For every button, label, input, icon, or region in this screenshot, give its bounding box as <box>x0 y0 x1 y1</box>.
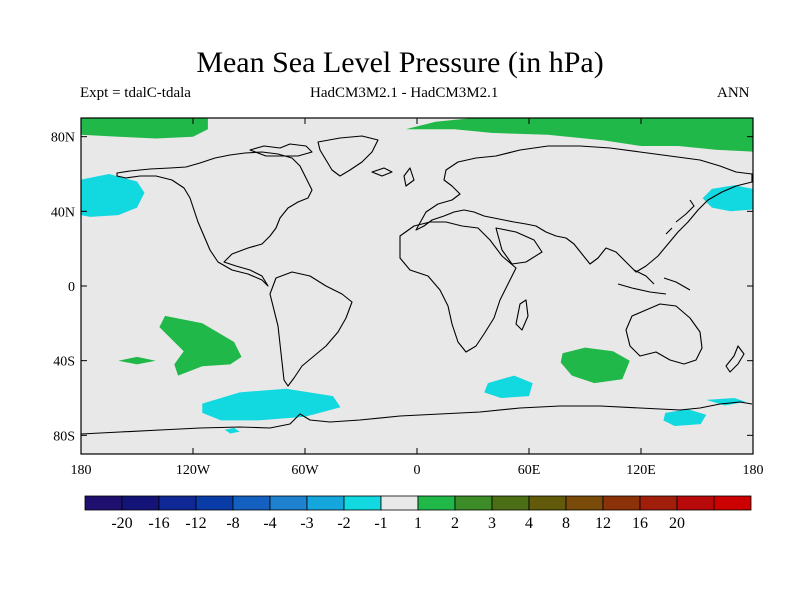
map-title: Mean Sea Level Pressure (in hPa) <box>196 46 604 79</box>
coastline-eurasia <box>415 145 753 273</box>
colorbar-swatch <box>232 495 271 511</box>
lon-tick-label: 0 <box>414 463 421 478</box>
colorbar-label: 1 <box>414 515 422 532</box>
colorbar-swatch <box>158 495 197 511</box>
colorbar-swatch <box>676 495 715 511</box>
region-arctic-positive-east <box>405 118 753 152</box>
colorbar-label: -8 <box>226 515 239 532</box>
colorbar-swatch <box>713 495 752 511</box>
coastline-japan <box>665 199 695 235</box>
region-antarctic-negative-small <box>706 398 746 406</box>
region-north-pacific-negative-west <box>81 174 145 217</box>
colorbar-label: 3 <box>488 515 496 532</box>
coastline-indonesia <box>617 269 691 295</box>
lat-tick-label: 40S <box>53 355 75 370</box>
colorbar-label: -3 <box>300 515 313 532</box>
region-south-pacific-positive <box>159 315 242 376</box>
colorbar-label: 16 <box>632 515 648 532</box>
coastline-arctic-islands <box>249 143 313 157</box>
coastline-madagascar <box>515 299 529 331</box>
coastline-south-america <box>269 271 353 387</box>
lon-tick-label: 60W <box>291 463 319 478</box>
coastline-iceland <box>371 167 393 177</box>
coastline-arabia <box>495 227 543 265</box>
lon-tick-label: 120E <box>626 463 656 478</box>
colorbar-label: -2 <box>337 515 350 532</box>
colorbar-swatch <box>380 495 419 511</box>
region-north-pacific-negative-east <box>702 185 753 212</box>
region-indian-ocean-positive <box>560 347 630 384</box>
longitude-ticks: 180 120W 60W 0 60E 120E 180 <box>71 118 764 478</box>
colorbar-swatch <box>639 495 678 511</box>
anomaly-regions <box>81 118 753 434</box>
lat-tick-label: 40N <box>51 205 75 220</box>
colorbar-swatch <box>491 495 530 511</box>
colorbar-swatch <box>454 495 493 511</box>
lat-tick-label: 80N <box>51 131 75 146</box>
colorbar-label: 20 <box>669 515 685 532</box>
colorbar-label: 12 <box>595 515 611 532</box>
season-label: ANN <box>717 85 750 101</box>
colorbar-swatch <box>195 495 234 511</box>
colorbar-swatch <box>121 495 160 511</box>
coastline-australia <box>625 303 703 365</box>
coastline-africa <box>399 221 517 353</box>
colorbar-swatch <box>306 495 345 511</box>
region-drake-negative-small <box>224 427 240 434</box>
region-southern-ocean-negative-pacific <box>202 388 341 421</box>
map-background <box>81 118 753 454</box>
coastline-antarctica <box>80 401 753 435</box>
latitude-ticks: 80N 40N 0 40S 80S <box>51 131 753 444</box>
colorbar-swatch <box>528 495 567 511</box>
region-arctic-positive-west <box>81 118 208 139</box>
colorbar-swatch <box>84 495 123 511</box>
colorbar-label: -1 <box>374 515 387 532</box>
lat-tick-label: 80S <box>53 429 75 444</box>
lon-tick-label: 60E <box>518 463 541 478</box>
colorbar-label: 2 <box>451 515 459 532</box>
lat-tick-label: 0 <box>68 280 75 295</box>
colorbar-label: 8 <box>562 515 570 532</box>
lon-tick-label: 180 <box>743 463 764 478</box>
colorbar-swatch <box>343 495 382 511</box>
colorbar-label: -16 <box>148 515 169 532</box>
region-southern-ocean-negative-atlantic <box>484 375 533 398</box>
coastline-british-isles <box>403 167 415 187</box>
model-label: HadCM3M2.1 - HadCM3M2.1 <box>310 85 499 101</box>
coastline-greenland <box>317 135 379 177</box>
colorbar-label: -12 <box>185 515 206 532</box>
colorbar-label: -20 <box>111 515 132 532</box>
colorbar-swatch <box>565 495 604 511</box>
region-south-pacific-positive-small <box>118 356 156 365</box>
colorbar-swatch <box>417 495 456 511</box>
colorbar-swatch <box>269 495 308 511</box>
lon-tick-label: 120W <box>176 463 211 478</box>
lon-tick-label: 180 <box>71 463 92 478</box>
colorbar-label: -4 <box>263 515 276 532</box>
coastline-north-america <box>116 151 313 287</box>
experiment-label: Expt = tdalC-tdala <box>80 85 191 101</box>
colorbar-label: 4 <box>525 515 533 532</box>
colorbar: -20 -16 -12 -8 -4 -3 -2 -1 1 2 3 4 8 12 16 20 <box>84 495 752 532</box>
colorbar-swatch <box>602 495 641 511</box>
coastline-new-zealand <box>725 345 745 373</box>
region-southern-ocean-negative-pacific-small <box>663 409 707 426</box>
coastlines <box>80 135 753 435</box>
